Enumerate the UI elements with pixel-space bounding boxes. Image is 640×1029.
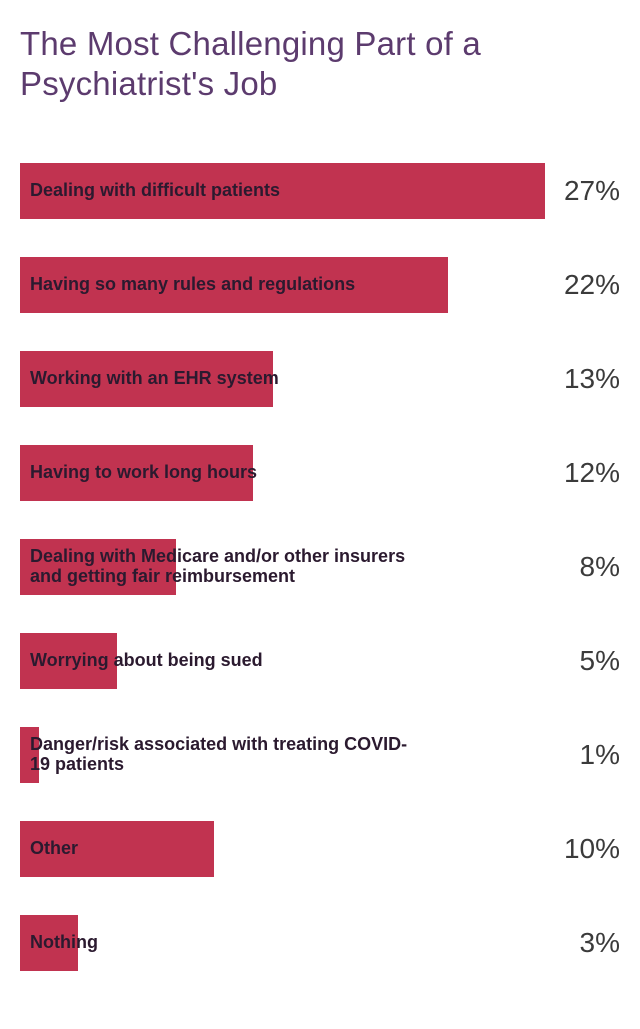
bar-label: Dealing with Medicare and/or other insur… — [30, 547, 405, 587]
bar-value: 10% — [564, 833, 620, 865]
bar-label: Working with an EHR system — [30, 369, 279, 389]
chart-row: Working with an EHR system 13% — [20, 351, 620, 407]
bar-label: Having so many rules and regulations — [30, 275, 355, 295]
chart-row: Dealing with difficult patients 27% — [20, 163, 620, 219]
bar-value: 1% — [580, 739, 620, 771]
bar-value: 27% — [564, 175, 620, 207]
chart-row: Having to work long hours 12% — [20, 445, 620, 501]
bar-value: 3% — [580, 927, 620, 959]
chart-title: The Most Challenging Part of a Psychiatr… — [20, 24, 620, 103]
chart-container: The Most Challenging Part of a Psychiatr… — [0, 0, 640, 1029]
bar-value: 22% — [564, 269, 620, 301]
bar-label: Nothing — [30, 933, 98, 953]
chart-row: Dealing with Medicare and/or other insur… — [20, 539, 620, 595]
bar-value: 5% — [580, 645, 620, 677]
bar-label: Having to work long hours — [30, 463, 257, 483]
chart-row: Other 10% — [20, 821, 620, 877]
bar-value: 8% — [580, 551, 620, 583]
bar-value: 13% — [564, 363, 620, 395]
chart-row: Nothing 3% — [20, 915, 620, 971]
chart-row: Worrying about being sued 5% — [20, 633, 620, 689]
chart-row: Danger/risk associated with treating COV… — [20, 727, 620, 783]
bar-label: Danger/risk associated with treating COV… — [30, 735, 407, 775]
chart-row: Having so many rules and regulations 22% — [20, 257, 620, 313]
bar-label: Dealing with difficult patients — [30, 181, 280, 201]
bar-chart: Dealing with difficult patients 27% Having… — [20, 163, 620, 971]
bar-label: Worrying about being sued — [30, 651, 263, 671]
bar-value: 12% — [564, 457, 620, 489]
bar-label: Other — [30, 839, 78, 859]
